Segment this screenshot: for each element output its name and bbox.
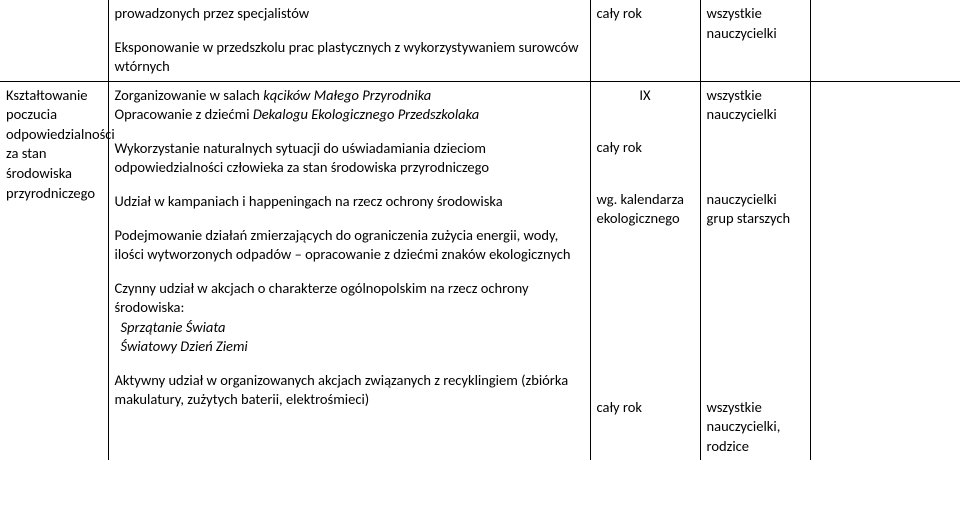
text: cały rok xyxy=(597,138,694,176)
cell-empty xyxy=(810,81,960,460)
text: Zorganizowanie w salach xyxy=(115,86,264,104)
text-italic: kącików Małego Przyrodnika xyxy=(263,86,431,104)
text-italic: Światowy Dzień Ziemi xyxy=(115,337,248,355)
text: Czynny udział w akcjach o charakterze og… xyxy=(115,279,529,317)
text: nauczycielki, xyxy=(707,417,781,435)
paragraph: Podejmowanie działań zmierzających do og… xyxy=(115,226,584,265)
paragraph: Czynny udział w akcjach o charakterze og… xyxy=(115,279,584,357)
spacer xyxy=(597,294,694,384)
text: wszystkie xyxy=(707,4,804,24)
paragraph: Aktywny udział w organizowanych akcjach … xyxy=(115,371,584,410)
text: IX xyxy=(597,86,694,124)
text: ekologicznego xyxy=(597,209,680,227)
paragraph: wszystkie nauczycielki, rodzice xyxy=(707,398,804,457)
text-italic: Sprzątanie Świata xyxy=(115,318,226,336)
cell-responsible: wszystkie nauczycielki nauczycielki grup… xyxy=(700,81,810,460)
paragraph: Wykorzystanie naturalnych sytuacji do uś… xyxy=(115,139,584,178)
paragraph: wszystkie nauczycielki xyxy=(707,86,804,124)
spacer xyxy=(707,294,804,384)
text: nauczycielki xyxy=(707,190,777,208)
text: poczucia xyxy=(6,105,102,125)
paragraph: wg. kalendarza ekologicznego xyxy=(597,190,694,280)
text: nauczycielki xyxy=(707,105,777,123)
cell-empty xyxy=(0,0,108,81)
text: cały rok xyxy=(597,4,694,24)
text: za stan środowiska xyxy=(6,144,102,183)
cell-activities: Zorganizowanie w salach kącików Małego P… xyxy=(108,81,590,460)
cell-activities: prowadzonych przez specjalistów Eksponow… xyxy=(108,0,590,81)
text: Kształtowanie xyxy=(6,86,102,106)
text: odpowiedzialności xyxy=(6,125,102,145)
paragraph: prowadzonych przez specjalistów xyxy=(115,4,584,24)
paragraph: nauczycielki grup starszych xyxy=(707,190,804,280)
paragraph: Udział w kampaniach i happeningach na rz… xyxy=(115,192,584,212)
document-table: prowadzonych przez specjalistów Eksponow… xyxy=(0,0,960,460)
text: Opracowanie z dziećmi xyxy=(115,105,253,123)
spacer xyxy=(707,138,804,176)
text-italic: Dekalogu Ekologicznego Przedszkolaka xyxy=(253,105,479,123)
text: przyrodniczego xyxy=(6,184,102,204)
text: rodzice xyxy=(707,437,750,455)
cell-empty xyxy=(810,0,960,81)
text: nauczycielki xyxy=(707,24,804,44)
table-row: Kształtowanie poczucia odpowiedzialności… xyxy=(0,81,960,460)
text: cały rok xyxy=(597,398,694,418)
cell-responsible: wszystkie nauczycielki xyxy=(700,0,810,81)
text: wszystkie xyxy=(707,398,762,416)
paragraph: Eksponowanie w przedszkolu prac plastycz… xyxy=(115,38,584,77)
cell-timing: cały rok xyxy=(590,0,700,81)
cell-topic: Kształtowanie poczucia odpowiedzialności… xyxy=(0,81,108,460)
paragraph: Zorganizowanie w salach kącików Małego P… xyxy=(115,86,584,125)
text: grup starszych xyxy=(707,209,791,227)
table-row: prowadzonych przez specjalistów Eksponow… xyxy=(0,0,960,81)
text: wg. kalendarza xyxy=(597,190,685,208)
cell-timing: IX cały rok wg. kalendarza ekologicznego… xyxy=(590,81,700,460)
text: wszystkie xyxy=(707,86,762,104)
